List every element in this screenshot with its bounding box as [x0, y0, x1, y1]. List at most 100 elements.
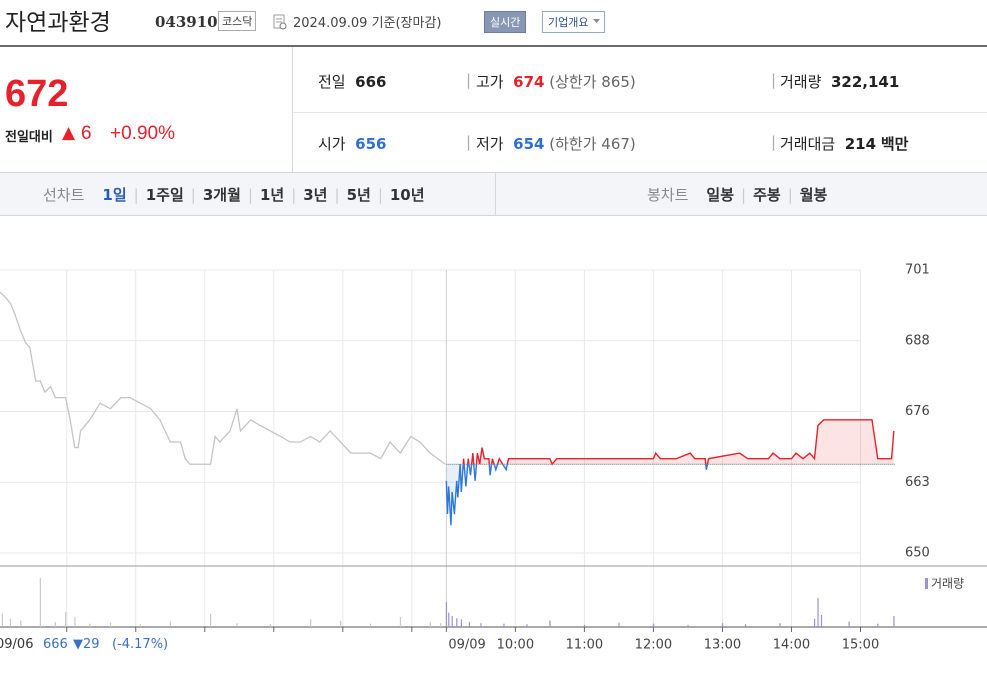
volume-bar — [369, 623, 372, 627]
stat-label: 시가 — [318, 135, 346, 153]
realtime-button[interactable]: 실시간 — [484, 11, 527, 33]
x-tick-label: 12:00 — [635, 638, 672, 653]
volume-bar — [39, 578, 41, 627]
line-tabs: 선차트 1일 | 1주일 | 3개월 | 1년 | 3년 | 5년 | 10년 — [43, 184, 425, 205]
y-tick-label: 688 — [905, 333, 930, 348]
volume-bar — [652, 623, 655, 627]
stat-sep: | — [466, 133, 472, 151]
tab[interactable]: 5년 — [346, 186, 371, 204]
volume-bar — [1, 613, 4, 627]
company-label: 기업개요 — [548, 16, 589, 29]
volume-bar — [779, 623, 781, 627]
stat-label: 전일 — [318, 73, 346, 91]
stock-name: 자연과환경 — [5, 10, 111, 36]
volume-bar — [456, 618, 458, 627]
stat-amount: 거래대금 214 백만 — [780, 133, 908, 154]
stat-label: 거래량 — [780, 73, 822, 91]
volume-bar — [744, 624, 747, 627]
x-tick-label: 09/09 — [448, 638, 485, 653]
volume-bar — [20, 620, 22, 627]
stat-value: 656 — [355, 135, 387, 153]
prev-pct: (-4.17%) — [112, 637, 169, 652]
stat-value: 666 — [355, 73, 387, 91]
tab-sep: | — [377, 186, 383, 204]
y-tick-label: 701 — [905, 263, 930, 278]
tab-group-label: 봉차트 — [647, 186, 689, 204]
tab[interactable]: 3년 — [303, 186, 328, 204]
volume-bar — [451, 616, 453, 627]
stat-sep: | — [771, 71, 777, 89]
volume-bar — [139, 624, 142, 627]
volume-bar — [340, 620, 342, 627]
tab-sep: | — [133, 186, 139, 204]
stat-volume: 거래량 322,141 — [780, 71, 899, 92]
volume-bar — [877, 623, 879, 627]
x-tick-label: 15:00 — [842, 638, 879, 653]
stat-value: 654 — [513, 135, 545, 153]
prev-date: 09/06 — [0, 637, 34, 652]
price: 672 — [5, 73, 69, 115]
stat-extra: (상한가 865) — [549, 73, 636, 91]
tab-sep: | — [190, 186, 196, 204]
stat-label: 거래대금 — [780, 135, 836, 153]
volume-bar — [468, 622, 471, 627]
tab[interactable]: 10년 — [389, 186, 425, 204]
volume-bar — [440, 623, 442, 627]
tab[interactable]: 1년 — [259, 186, 285, 204]
volume-bar — [813, 618, 816, 627]
x-tick-label: 14:00 — [773, 638, 810, 653]
tab[interactable]: 주봉 — [753, 186, 781, 204]
tab-sep: | — [787, 186, 793, 204]
volume-bar — [236, 623, 238, 627]
legend-swatch — [925, 578, 928, 589]
x-tick-label: 10:00 — [497, 638, 534, 653]
market-badge: 코스닥 — [218, 11, 257, 31]
tab-bar — [0, 172, 987, 216]
tab[interactable]: 일봉 — [706, 186, 735, 204]
volume-bar — [721, 623, 724, 627]
base-date: 2024.09.09 기준(장마감) — [293, 16, 442, 31]
y-tick-label: 676 — [905, 404, 930, 419]
quote-divider — [292, 47, 293, 172]
stat-extra: (하한가 467) — [549, 135, 636, 153]
line-up — [459, 419, 895, 465]
company-button[interactable]: 기업개요 — [542, 11, 606, 33]
change-value: 6 — [81, 123, 92, 144]
stat-label: 저가 — [476, 135, 504, 153]
stat-unit: 백만 — [880, 135, 909, 153]
stat-open: 시가 656 — [318, 133, 386, 154]
tab-sep: | — [291, 186, 297, 204]
volume-bar — [9, 618, 12, 627]
volume-bar — [445, 602, 448, 627]
tab[interactable]: 3개월 — [202, 186, 241, 204]
volume-bar — [54, 622, 56, 627]
x-tick-label: 11:00 — [566, 638, 603, 653]
stat-sep: | — [771, 133, 777, 151]
volume-bar — [503, 623, 505, 627]
volume-bar — [74, 617, 76, 627]
volume-bar — [310, 619, 312, 627]
volume-bar — [448, 612, 450, 627]
line-down — [445, 464, 709, 526]
tab[interactable]: 1일 — [102, 186, 127, 204]
tab[interactable]: 1주일 — [145, 186, 184, 204]
volume-bar — [817, 597, 819, 627]
volume-bar — [820, 614, 823, 627]
change-arrow: ▲ — [62, 123, 76, 143]
stat-high: 고가 674 (상한가 865) — [476, 71, 636, 92]
y-tick-label: 650 — [905, 546, 930, 561]
area-up — [463, 419, 894, 465]
x-tick-label: 13:00 — [704, 638, 741, 653]
tab-sep: | — [247, 186, 253, 204]
header-rule — [0, 45, 987, 47]
change-label: 전일대비 — [5, 130, 53, 145]
stat-sep: | — [466, 71, 472, 89]
candle-tabs: 봉차트 일봉 | 주봉 | 월봉 — [647, 184, 827, 205]
tab[interactable]: 월봉 — [799, 186, 828, 204]
volume-bar — [893, 616, 895, 627]
volume-bar — [399, 617, 402, 627]
volume-bar — [526, 624, 528, 627]
y-tick-label: 663 — [905, 475, 930, 490]
